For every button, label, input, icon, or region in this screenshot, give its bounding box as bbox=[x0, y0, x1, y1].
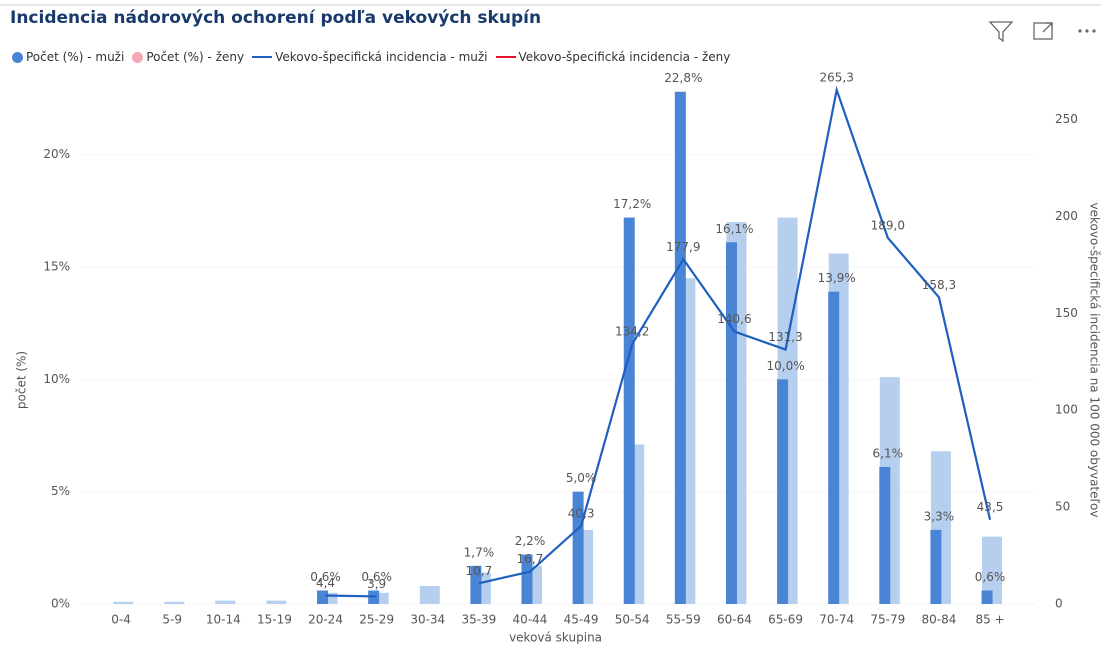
data-label: 0,6% bbox=[310, 570, 341, 584]
x-tick-label: 60-64 bbox=[717, 613, 752, 627]
data-label: 10,7 bbox=[466, 564, 493, 578]
x-tick-label: 80-84 bbox=[921, 613, 956, 627]
y-tick-label: 10% bbox=[43, 372, 70, 386]
bar bbox=[215, 600, 236, 604]
x-tick-label: 50-54 bbox=[615, 613, 650, 627]
x-tick-label: 45-49 bbox=[564, 613, 599, 627]
legend-item[interactable]: Počet (%) - muži bbox=[12, 50, 124, 64]
data-label: 2,2% bbox=[515, 534, 546, 548]
bar bbox=[266, 600, 287, 604]
bar bbox=[623, 217, 635, 604]
x-tick-label: 25-29 bbox=[359, 613, 394, 627]
legend-marker bbox=[12, 51, 23, 63]
data-label: 40,3 bbox=[568, 506, 595, 520]
legend-marker bbox=[132, 51, 144, 63]
focus-icon[interactable] bbox=[1033, 22, 1053, 40]
data-label: 3,9 bbox=[367, 577, 386, 591]
y-tick-label: 5% bbox=[51, 484, 70, 498]
x-tick-label: 35-39 bbox=[461, 613, 496, 627]
more-icon[interactable] bbox=[1078, 29, 1096, 33]
data-label: 3,3% bbox=[924, 509, 955, 523]
bar bbox=[521, 554, 533, 604]
y2-tick-label: 100 bbox=[1055, 403, 1078, 417]
x-tick-label: 40-44 bbox=[513, 613, 548, 627]
bar bbox=[674, 91, 686, 604]
y2-tick-label: 0 bbox=[1055, 597, 1063, 611]
bar bbox=[725, 242, 737, 604]
x-tick-label: 70-74 bbox=[819, 613, 854, 627]
chart-title: Incidencia nádorových ochorení podľa vek… bbox=[10, 8, 542, 28]
y-tick-label: 0% bbox=[51, 597, 70, 611]
legend-label: Vekovo-špecifická incidencia - muži bbox=[275, 50, 488, 64]
x-tick-label: 65-69 bbox=[768, 613, 803, 627]
y2-tick-label: 150 bbox=[1055, 306, 1078, 320]
bar bbox=[470, 565, 482, 604]
data-label: 0,6% bbox=[361, 570, 392, 584]
data-label: 5,0% bbox=[566, 471, 597, 485]
bar bbox=[982, 536, 1003, 604]
x-tick-label: 0-4 bbox=[111, 613, 131, 627]
line bbox=[325, 85, 992, 598]
bar bbox=[930, 529, 942, 604]
y-tick-label: 15% bbox=[43, 259, 70, 273]
data-label: 10,0% bbox=[767, 359, 805, 373]
legend-item[interactable]: Počet (%) - ženy bbox=[132, 50, 244, 64]
data-label: 158,3 bbox=[922, 278, 956, 292]
legend: Počet (%) - muži Počet (%) - ženy Vekovo-š… bbox=[12, 50, 730, 64]
x-tick-label: 20-24 bbox=[308, 613, 343, 627]
data-label: 22,8% bbox=[664, 71, 702, 85]
bar bbox=[879, 466, 891, 604]
legend-item[interactable]: Vekovo-špecifická incidencia - muži bbox=[252, 50, 488, 64]
data-label: 134,2 bbox=[615, 324, 649, 338]
x-tick-label: 30-34 bbox=[410, 613, 445, 627]
x-tick-label: 75-79 bbox=[870, 613, 905, 627]
x-tick-label: 10-14 bbox=[206, 613, 241, 627]
bar bbox=[981, 590, 993, 604]
legend-marker bbox=[252, 56, 273, 58]
bar bbox=[164, 601, 185, 604]
y-axis-label: počet (%) bbox=[15, 351, 29, 409]
y2-tick-label: 250 bbox=[1055, 112, 1078, 126]
data-label: 6,1% bbox=[873, 446, 904, 460]
data-label: 4,4 bbox=[316, 576, 335, 590]
y-tick-label: 20% bbox=[43, 147, 70, 161]
legend-marker bbox=[495, 56, 516, 58]
data-label: 13,9% bbox=[818, 271, 856, 285]
data-label: 265,3 bbox=[820, 70, 854, 84]
bar bbox=[419, 586, 440, 604]
x-tick-label: 5-9 bbox=[162, 613, 182, 627]
data-label: 131,3 bbox=[768, 330, 802, 344]
bar bbox=[317, 590, 329, 604]
data-label: 0,6% bbox=[975, 570, 1006, 584]
x-axis-label: veková skupina bbox=[509, 631, 602, 645]
data-label: 16,7 bbox=[517, 552, 544, 566]
bar bbox=[572, 491, 584, 604]
data-label: 140,6 bbox=[717, 312, 751, 326]
data-label: 43,5 bbox=[977, 500, 1004, 514]
legend-label: Počet (%) - ženy bbox=[146, 50, 245, 64]
bar bbox=[828, 291, 840, 604]
data-label: 1,7% bbox=[464, 545, 495, 559]
x-tick-label: 55-59 bbox=[666, 613, 701, 627]
data-label: 17,2% bbox=[613, 197, 651, 211]
y2-axis-label: vekovo-špecifická incidencia na 100 000 … bbox=[1088, 203, 1101, 518]
x-tick-label: 85 + bbox=[975, 613, 1004, 627]
y2-tick-label: 200 bbox=[1055, 209, 1078, 223]
bar bbox=[777, 379, 789, 604]
data-label: 177,9 bbox=[666, 240, 700, 254]
legend-item[interactable]: Vekovo-špecifická incidencia - ženy bbox=[495, 50, 731, 64]
data-label: 16,1% bbox=[715, 222, 753, 236]
legend-label: Vekovo-špecifická incidencia - ženy bbox=[518, 50, 731, 64]
data-label: 189,0 bbox=[871, 218, 905, 232]
bar bbox=[113, 601, 134, 604]
filter-icon[interactable] bbox=[988, 21, 1014, 43]
legend-label: Počet (%) - muži bbox=[26, 50, 125, 64]
y2-tick-label: 50 bbox=[1055, 500, 1070, 514]
x-tick-label: 15-19 bbox=[257, 613, 292, 627]
